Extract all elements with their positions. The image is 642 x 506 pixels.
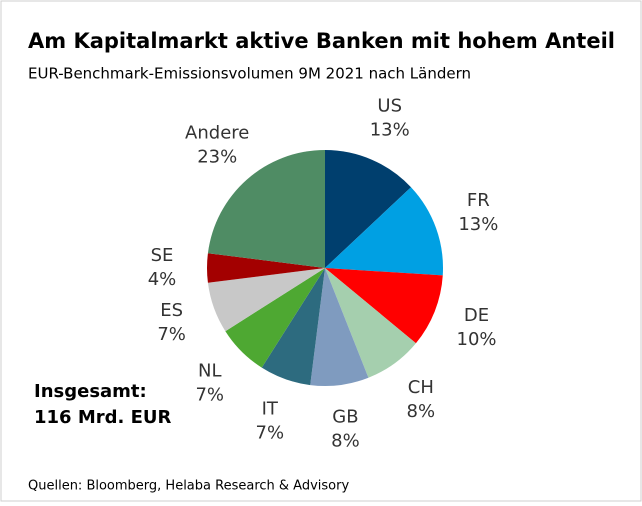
slice-label: SE bbox=[151, 245, 174, 266]
slice-label: ES bbox=[160, 300, 183, 321]
chart-subtitle: EUR-Benchmark-Emissionsvolumen 9M 2021 n… bbox=[28, 65, 471, 83]
pie-slice bbox=[207, 150, 325, 268]
slice-label: Andere bbox=[185, 123, 249, 144]
value-label: 8% bbox=[331, 431, 360, 452]
pie-slice bbox=[310, 268, 369, 387]
value-label: 23% bbox=[197, 147, 237, 168]
chart-title: Am Kapitalmarkt aktive Banken mit hohem … bbox=[28, 29, 615, 53]
value-label: 10% bbox=[457, 329, 497, 350]
slice-label: IT bbox=[262, 398, 279, 419]
slice-label: NL bbox=[198, 360, 222, 381]
slice-label: DE bbox=[464, 305, 489, 326]
pie-slice bbox=[207, 268, 325, 332]
value-label: 7% bbox=[256, 422, 285, 443]
value-label: 13% bbox=[458, 214, 498, 235]
annotation: 116 Mrd. EUR bbox=[34, 407, 172, 428]
value-label: 4% bbox=[148, 269, 177, 290]
pie-slice bbox=[325, 150, 412, 268]
value-label: 7% bbox=[157, 324, 186, 345]
annotation: Insgesamt: bbox=[34, 381, 147, 402]
source: Quellen: Bloomberg, Helaba Research & Ad… bbox=[28, 479, 349, 494]
pie-slice bbox=[207, 253, 325, 283]
slice-label: GB bbox=[332, 407, 358, 428]
pie-slice bbox=[325, 268, 443, 344]
value-label: 8% bbox=[407, 401, 436, 422]
slice-label: CH bbox=[408, 377, 434, 398]
pie-slice bbox=[325, 268, 416, 378]
pie-slice bbox=[325, 187, 443, 276]
value-label: 13% bbox=[370, 119, 410, 140]
slice-label: US bbox=[377, 95, 402, 116]
pie-slice bbox=[225, 268, 325, 368]
value-label: 7% bbox=[195, 384, 224, 405]
slice-label: FR bbox=[467, 190, 490, 211]
pie-slice bbox=[261, 268, 325, 386]
